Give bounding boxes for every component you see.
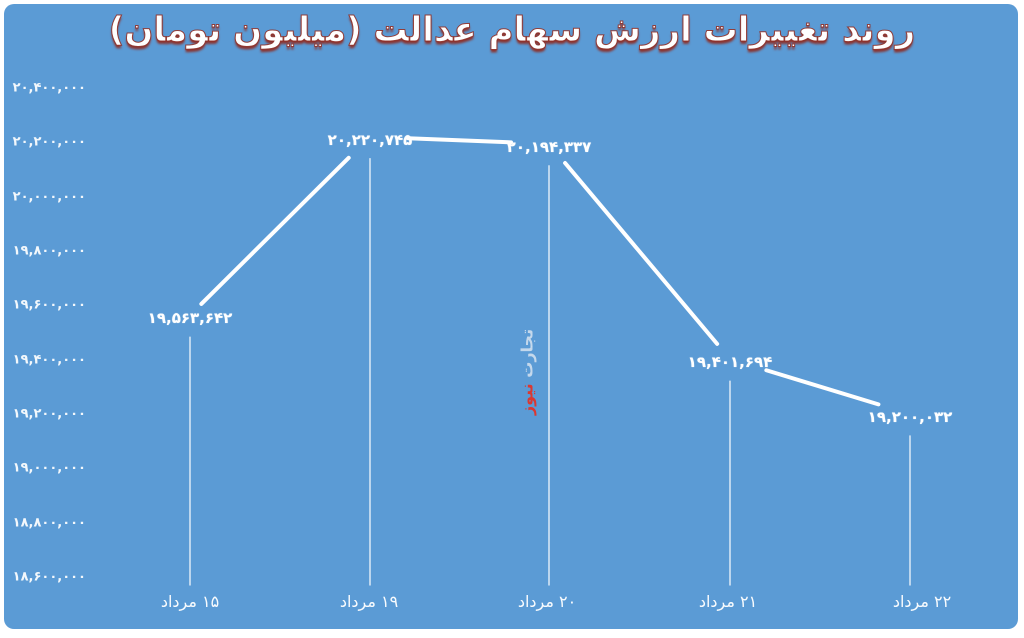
x-tick-label: ۲۱ مرداد [698,592,758,611]
y-tick-label: ۲۰,۰۰۰,۰۰۰ [12,189,86,205]
y-tick-label: ۱۸,۶۰۰,۰۰۰ [12,569,86,585]
x-tick-label: ۲۲ مرداد [892,592,952,611]
y-tick-label: ۱۹,۰۰۰,۰۰۰ [12,460,86,476]
point-label: ۱۹,۵۶۳,۶۴۲ [147,309,233,328]
y-tick-label: ۱۹,۸۰۰,۰۰۰ [12,243,86,259]
x-tick-label: ۲۰ مرداد [517,592,577,611]
point-label: ۱۹,۴۰۱,۶۹۴ [687,353,773,372]
y-tick-label: ۱۹,۲۰۰,۰۰۰ [12,406,86,422]
watermark-part2: نیوز [517,383,537,416]
point-label: ۲۰,۲۲۰,۷۴۵ [327,130,413,149]
watermark-part1: تجارت [517,328,537,378]
y-tick-label: ۱۸,۸۰۰,۰۰۰ [12,515,86,531]
watermark: تجارت نیوز [518,329,537,415]
y-tick-label: ۲۰,۲۰۰,۰۰۰ [12,134,86,150]
y-tick-label: ۲۰,۴۰۰,۰۰۰ [12,80,86,96]
series-segment [563,161,720,346]
point-label: ۲۰,۱۹۴,۳۳۷ [506,137,592,156]
x-tick-label: ۱۹ مرداد [339,592,399,611]
x-tick-label: ۱۵ مرداد [160,592,220,611]
chart-title: روند تغییرات ارزش سهام عدالت (میلیون توم… [108,10,916,51]
chart-background [4,4,1018,629]
series-segment [405,136,514,145]
series-segment [199,155,351,306]
y-tick-label: ۱۹,۶۰۰,۰۰۰ [12,297,86,313]
series-segment [764,368,881,407]
point-label: ۱۹,۲۰۰,۰۳۲ [867,407,953,426]
y-tick-label: ۱۹,۴۰۰,۰۰۰ [12,352,86,368]
